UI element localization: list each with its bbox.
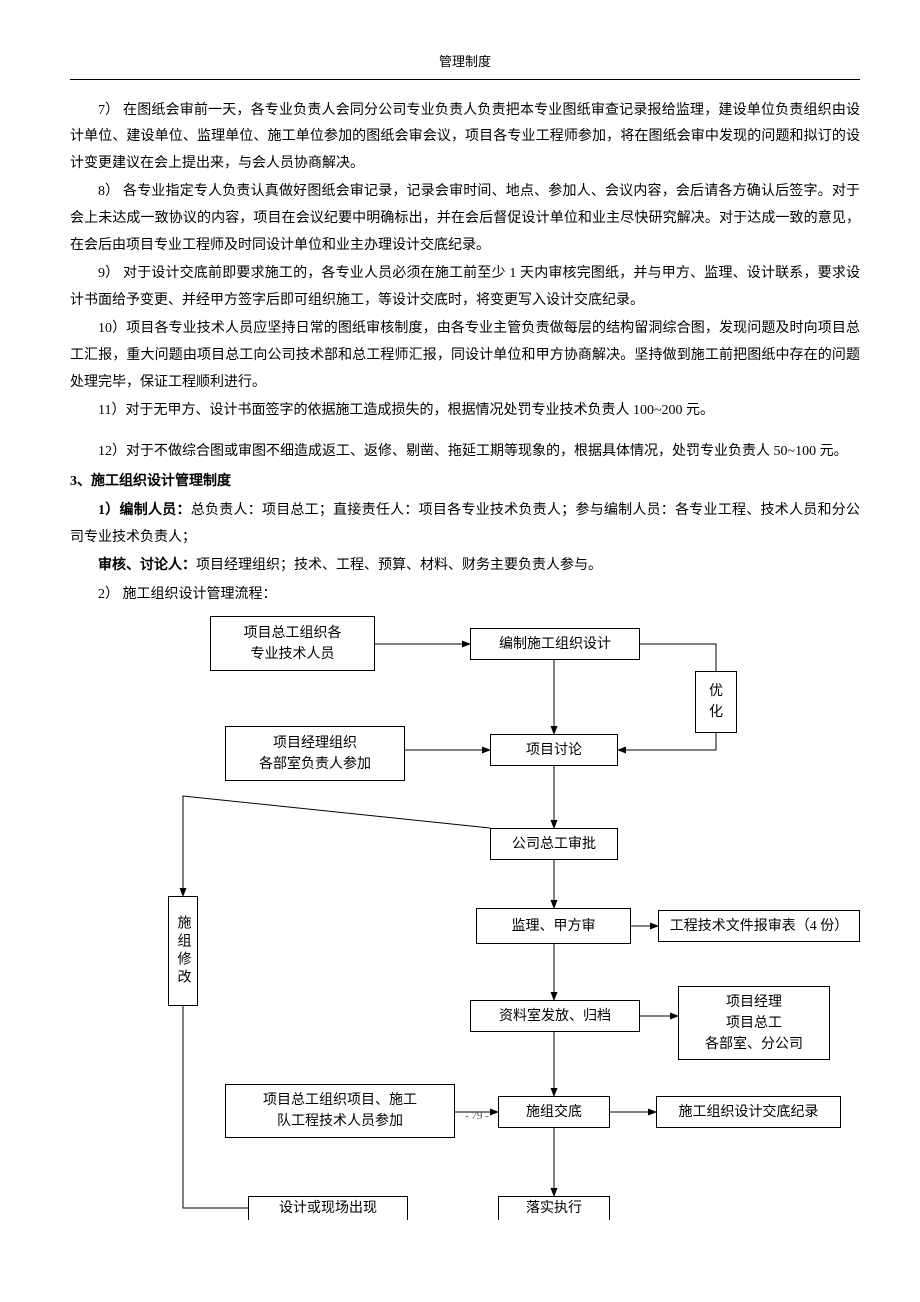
flowchart-node-n3: 优 化 [695,671,737,733]
flowchart-node-n5: 项目讨论 [490,734,618,766]
flowchart-node-n2: 编制施工组织设计 [470,628,640,660]
flowchart-node-n12: 项目总工组织项目、施工 队工程技术人员参加 [225,1084,455,1138]
item1-label: 1）编制人员： [98,503,191,518]
flowchart-node-n14: 施工组织设计交底纪录 [656,1096,841,1128]
section-3-item-2: 审核、讨论人：项目经理组织；技术、工程、预算、材料、财务主要负责人参与。 [70,553,860,580]
flowchart-container: 项目总工组织各 专业技术人员 编制施工组织设计优 化项目经理组织 各部室负责人参加… [70,616,860,1226]
section-3-title: 3、施工组织设计管理制度 [70,469,860,496]
flowchart-node-n15: 设计或现场出现 [248,1196,408,1220]
paragraph-9: 9） 对于设计交底前即要求施工的，各专业人员必须在施工前至少 1 天内审核完图纸… [70,261,860,314]
flowchart-node-n8: 工程技术文件报审表（4 份） [658,910,860,942]
item2-label: 审核、讨论人： [98,558,196,573]
page-header: 管理制度 [70,50,860,80]
flowchart-node-n13: 施组交底 [498,1096,610,1128]
section-3-item-3: 2） 施工组织设计管理流程： [70,582,860,609]
flowchart-node-n16: 落实执行 [498,1196,610,1220]
flowchart-node-n1: 项目总工组织各 专业技术人员 [210,616,375,671]
flowchart-node-n7: 监理、甲方审 [476,908,631,944]
flowchart-node-n10: 资料室发放、归档 [470,1000,640,1032]
paragraph-12: 12）对于不做综合图或审图不细造成返工、返修、剔凿、拖延工期等现象的，根据具体情… [70,439,860,466]
paragraph-8: 8） 各专业指定专人负责认真做好图纸会审记录，记录会审时间、地点、参加人、会议内… [70,179,860,259]
paragraph-10: 10）项目各专业技术人员应坚持日常的图纸审核制度，由各专业主管负责做每层的结构留… [70,316,860,396]
paragraph-11: 11）对于无甲方、设计书面签字的依据施工造成损失的，根据情况处罚专业技术负责人 … [70,398,860,425]
flowchart-node-n11: 项目经理 项目总工 各部室、分公司 [678,986,830,1060]
flowchart-node-n6: 公司总工审批 [490,828,618,860]
page-number: - 79 - [465,1106,489,1127]
paragraph-7: 7） 在图纸会审前一天，各专业负责人会同分公司专业负责人负责把本专业图纸审查记录… [70,98,860,178]
flowchart-node-n9: 施组修改 [168,896,198,1006]
item2-body: 项目经理组织；技术、工程、预算、材料、财务主要负责人参与。 [196,558,602,573]
flowchart-node-n4: 项目经理组织 各部室负责人参加 [225,726,405,781]
section-3-item-1: 1）编制人员：总负责人：项目总工；直接责任人：项目各专业技术负责人；参与编制人员… [70,498,860,551]
